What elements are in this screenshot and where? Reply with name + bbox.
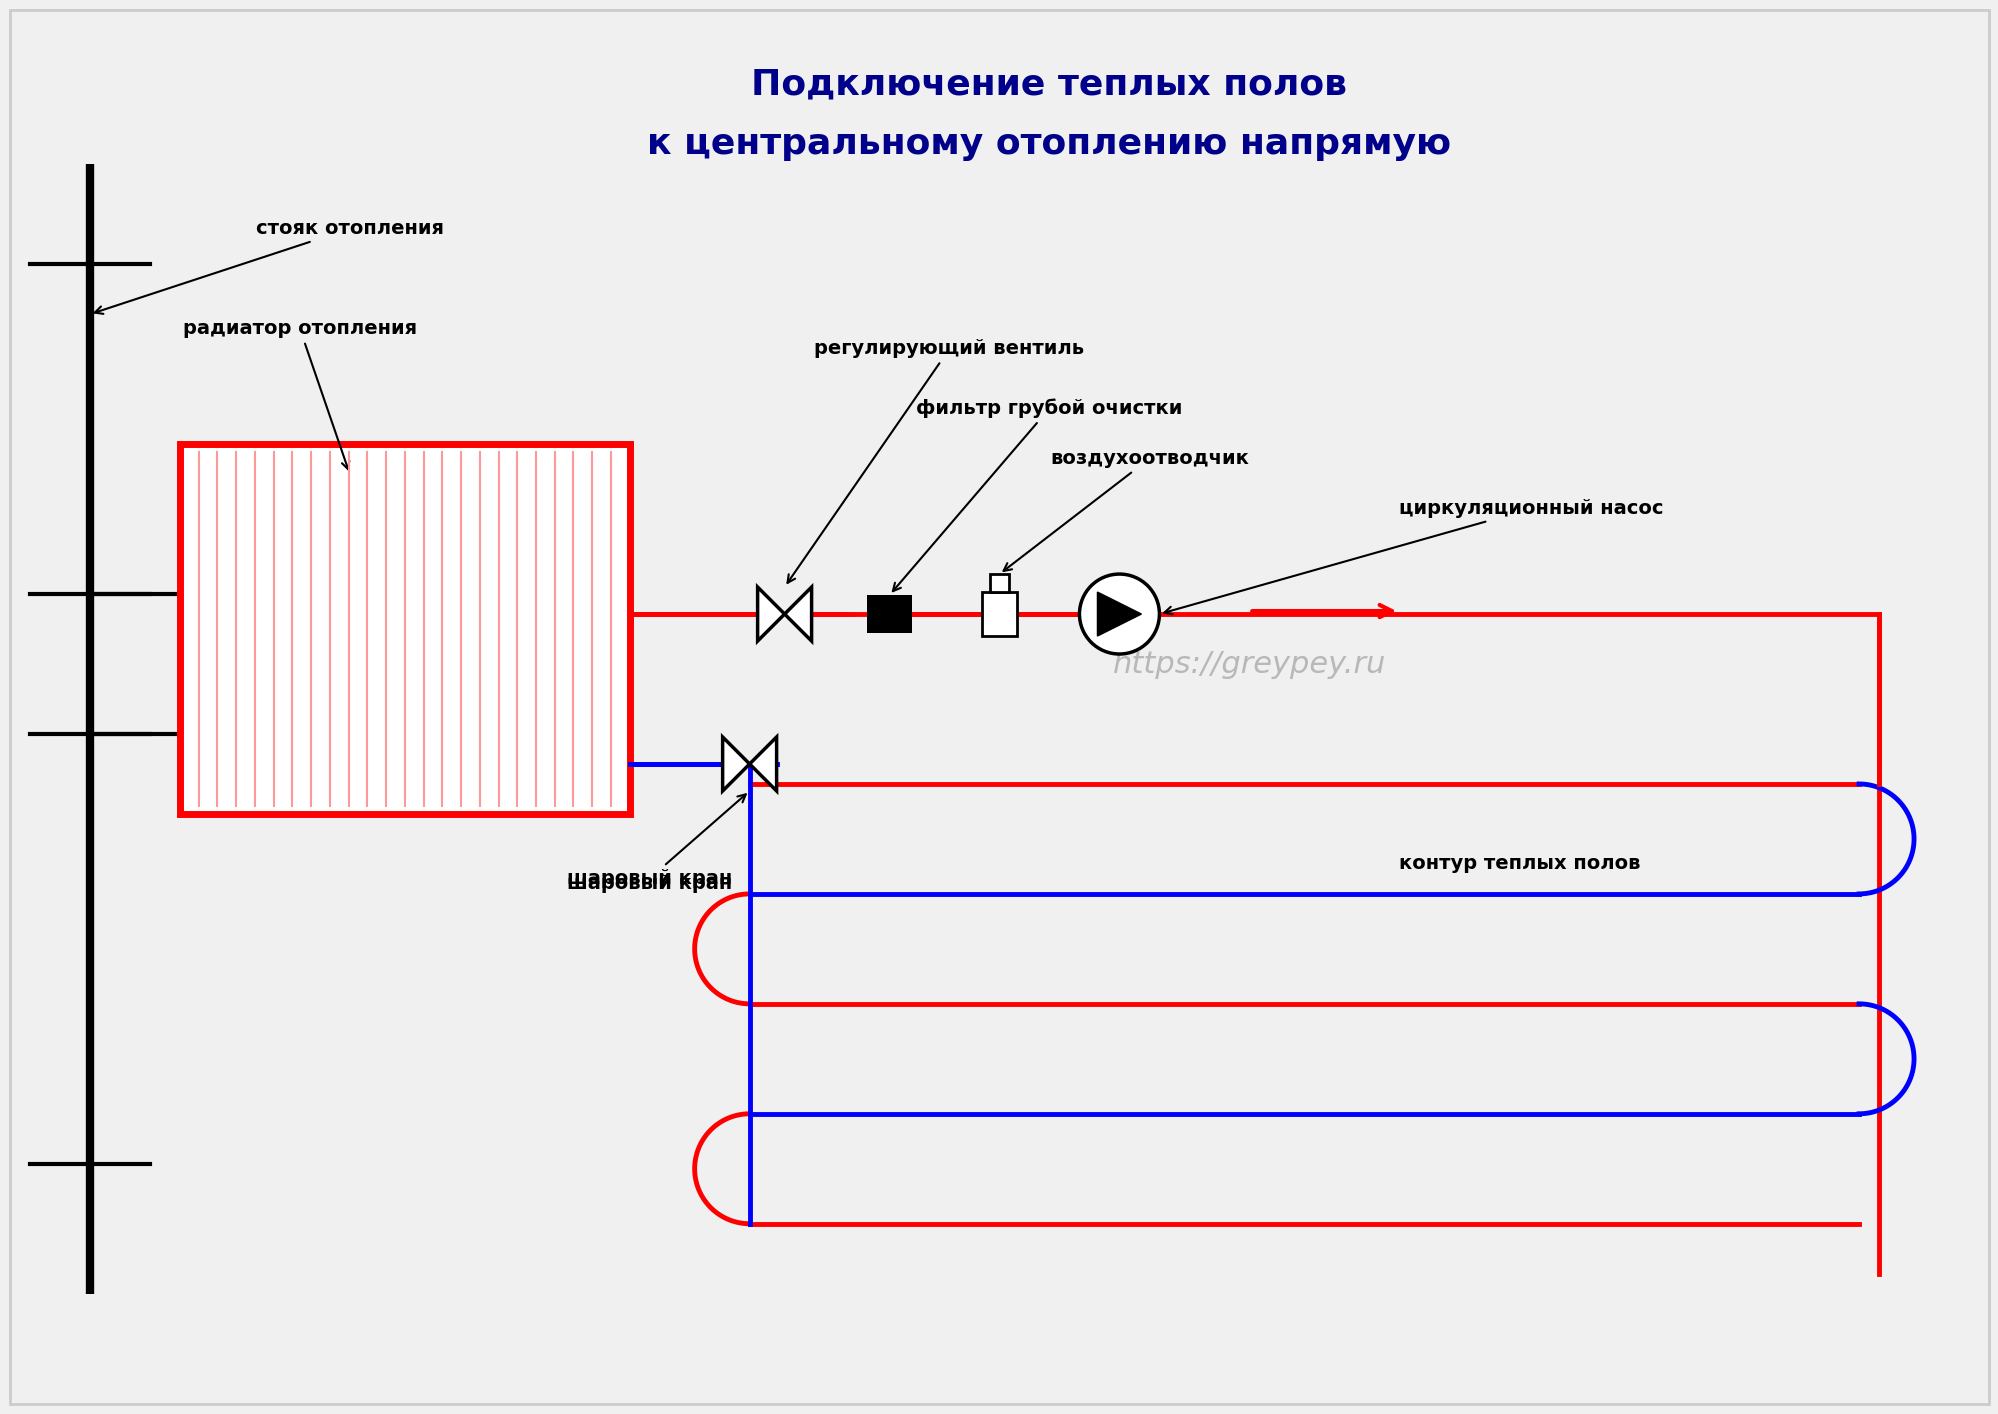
Text: к центральному отоплению напрямую: к центральному отоплению напрямую (647, 127, 1451, 161)
Text: регулирующий вентиль: регулирующий вентиль (787, 339, 1085, 583)
Text: стояк отопления: стояк отопления (94, 219, 444, 314)
Bar (981, 592, 1017, 636)
Text: шаровый кран: шаровый кран (567, 795, 745, 888)
Text: фильтр грубой очистки: фильтр грубой очистки (893, 399, 1183, 591)
Bar (989, 574, 1009, 592)
Text: радиатор отопления: радиатор отопления (182, 320, 418, 469)
Text: циркуляционный насос: циркуляционный насос (1163, 499, 1662, 614)
Text: контур теплых полов: контур теплых полов (1399, 854, 1640, 874)
Text: шаровый кран: шаровый кран (567, 874, 731, 894)
Text: https://greypey.ru: https://greypey.ru (1113, 649, 1385, 679)
Polygon shape (1097, 592, 1141, 636)
Bar (180, 444, 629, 814)
Polygon shape (757, 587, 783, 641)
Text: воздухоотводчик: воздухоотводчик (1003, 450, 1249, 571)
Circle shape (1079, 574, 1159, 655)
Text: Подключение теплых полов: Подключение теплых полов (751, 68, 1347, 102)
Polygon shape (749, 737, 775, 790)
Polygon shape (723, 737, 749, 790)
Bar (867, 595, 911, 633)
Polygon shape (783, 587, 811, 641)
